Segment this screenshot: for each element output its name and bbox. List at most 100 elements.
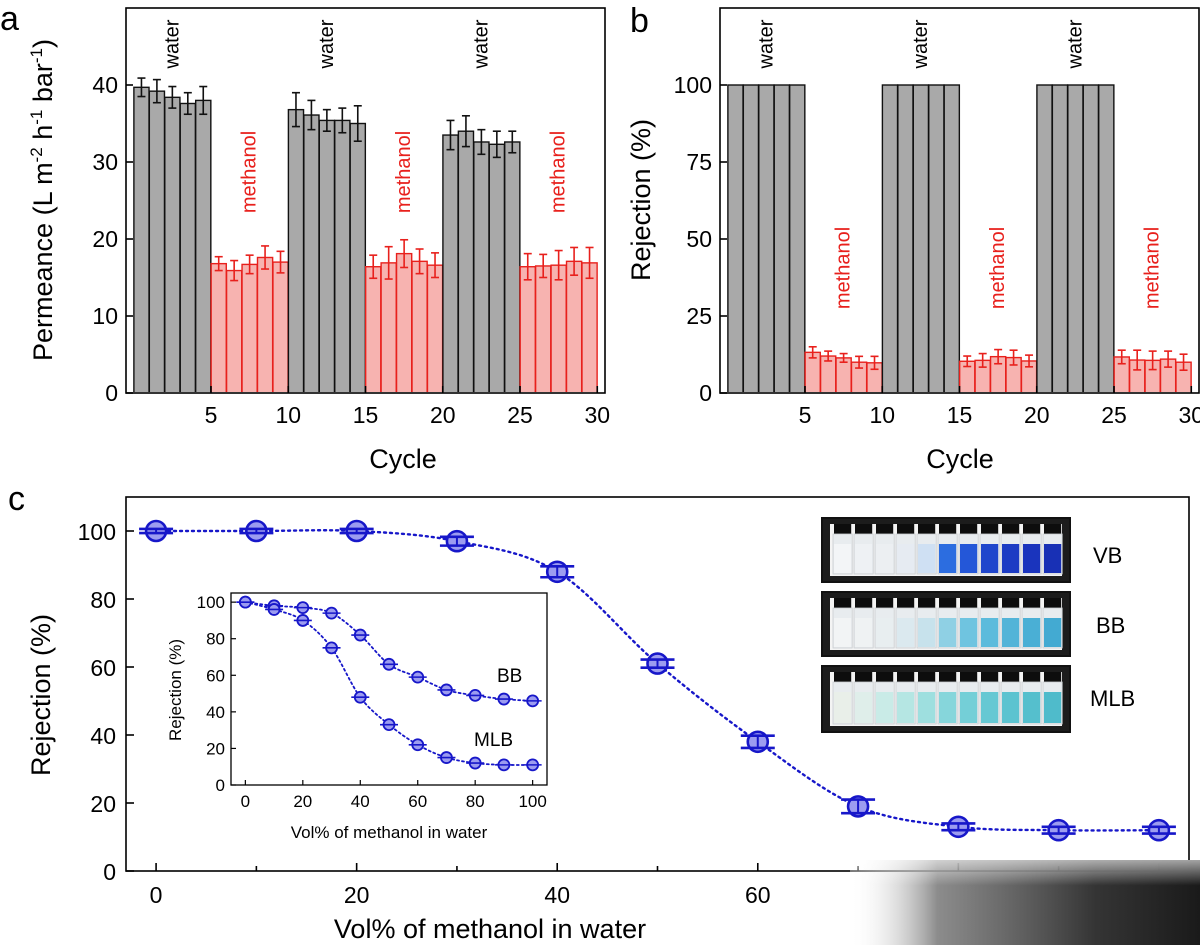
- vial-liquid-bb-6: [960, 618, 978, 647]
- bar-a-16: [364, 266, 382, 392]
- vial-liquid-mlb-4: [918, 692, 936, 723]
- bar-a-22: [457, 130, 475, 392]
- condition-label-b-0: water: [755, 19, 777, 69]
- vial-liquid-bb-4: [918, 618, 936, 647]
- panel-c-ylabel: Rejection (%): [26, 614, 56, 776]
- panel-a-condition-labels: water methanol water methanol water methanol: [161, 19, 569, 213]
- xtick-label-c-0: 0: [150, 882, 163, 908]
- vial-liquid-mlb-1: [855, 692, 873, 723]
- condition-label-b-3: methanol: [987, 227, 1009, 309]
- condition-label-b-2: water: [910, 19, 932, 69]
- bar-b-2: [742, 84, 760, 392]
- vial-photos: [821, 517, 1071, 733]
- image-shading-fade: [850, 860, 1200, 945]
- bar-a-12: [303, 114, 320, 392]
- inset-ytick-label-20: 20: [206, 739, 225, 758]
- inset-xtick-label-0: 0: [241, 792, 250, 811]
- panel-a-errorbars: [137, 77, 594, 282]
- ytick-label-a-20: 20: [92, 226, 118, 252]
- bar-a-21: [442, 134, 459, 392]
- bar-b-13: [912, 84, 930, 392]
- ytick-label-b-100: 100: [674, 72, 712, 98]
- inset-xtick-label-40: 40: [351, 792, 370, 811]
- panel-b-axes: 0 25 50 75 100 5 10 15 20 25 30: [674, 7, 1200, 428]
- ytick-label-b-50: 50: [686, 226, 712, 252]
- vial-cap-bb-3: [897, 598, 915, 608]
- ytick-label-b-75: 75: [686, 149, 712, 175]
- ytick-label-c-80: 80: [90, 587, 116, 613]
- bar-a-18: [395, 252, 413, 392]
- vial-liquid-vb-5: [939, 544, 957, 573]
- xtick-label-b-5: 5: [799, 402, 812, 428]
- condition-label-a-2: water: [316, 19, 338, 69]
- bar-a-20: [426, 264, 444, 392]
- vial-cap-bb-8: [1002, 598, 1020, 608]
- inset-xlabel: Vol% of methanol in water: [291, 823, 488, 842]
- vial-liquid-vb-2: [876, 544, 894, 573]
- bar-a-27: [534, 265, 552, 392]
- vial-cap-mlb-0: [834, 672, 852, 682]
- vial-cap-vb-4: [918, 524, 936, 534]
- inset-xtick-label-100: 100: [518, 792, 546, 811]
- vial-liquid-bb-7: [981, 618, 999, 647]
- bar-a-25: [504, 141, 521, 392]
- bar-a-8: [241, 263, 258, 392]
- xtick-label-a-25: 25: [507, 402, 533, 428]
- bar-a-29: [565, 260, 583, 392]
- bar-a-28: [550, 264, 567, 392]
- condition-label-b-5: methanol: [1142, 227, 1164, 309]
- xtick-label-b-25: 25: [1101, 402, 1127, 428]
- bar-a-5: [194, 99, 212, 392]
- xtick-label-b-20: 20: [1024, 402, 1050, 428]
- vial-liquid-mlb-10: [1044, 692, 1062, 723]
- inset-frame: [230, 592, 548, 786]
- xtick-label-b-30: 30: [1178, 402, 1200, 428]
- vial-liquid-bb-9: [1023, 618, 1041, 647]
- panel-a-bars: [133, 86, 598, 392]
- inset-axes: 0 20 40 60 80 100 0 20 40 60 80 100: [197, 592, 548, 811]
- inset-ytick-label-40: 40: [206, 703, 225, 722]
- vial-liquid-vb-6: [960, 544, 978, 573]
- condition-label-a-5: methanol: [548, 131, 570, 213]
- xtick-label-c-40: 40: [544, 882, 570, 908]
- vial-liquid-bb-0: [834, 618, 852, 647]
- vial-cap-vb-10: [1044, 524, 1062, 534]
- xtick-label-a-5: 5: [205, 402, 218, 428]
- bar-a-23: [473, 141, 490, 392]
- panel-b-ylabel: Rejection (%): [626, 119, 656, 281]
- inset-xtick-label-20: 20: [293, 792, 312, 811]
- vial-cap-vb-6: [960, 524, 978, 534]
- photo-label-bb: BB: [1096, 613, 1125, 638]
- bar-a-9: [256, 256, 274, 392]
- ytick-label-a-30: 30: [92, 149, 118, 175]
- vial-liquid-mlb-3: [897, 692, 915, 723]
- panel-c-axes: 0 20 40 60 80 100 0 20 40 60: [78, 496, 1190, 908]
- bar-a-24: [488, 143, 506, 392]
- vial-cap-mlb-9: [1023, 672, 1041, 682]
- ytick-label-a-0: 0: [105, 380, 118, 406]
- bar-b-14: [928, 84, 945, 392]
- vial-cap-bb-1: [855, 598, 873, 608]
- ytick-label-c-60: 60: [90, 655, 116, 681]
- bar-a-4: [179, 102, 197, 392]
- bar-b-3: [758, 84, 775, 392]
- vial-liquid-bb-1: [855, 618, 873, 647]
- vial-liquid-mlb-8: [1002, 692, 1020, 723]
- vial-cap-mlb-8: [1002, 672, 1020, 682]
- photo-label-vb: VB: [1093, 543, 1122, 568]
- vial-liquid-bb-3: [897, 618, 915, 647]
- bar-a-14: [334, 119, 351, 392]
- ytick-label-c-40: 40: [90, 723, 116, 749]
- vial-cap-vb-1: [855, 524, 873, 534]
- vial-cap-mlb-2: [876, 672, 894, 682]
- vial-liquid-mlb-5: [939, 692, 957, 723]
- vial-cap-mlb-3: [897, 672, 915, 682]
- vial-cap-mlb-5: [939, 672, 957, 682]
- bar-b-8: [835, 357, 852, 392]
- vial-cap-bb-10: [1044, 598, 1062, 608]
- inset-xtick-label-80: 80: [466, 792, 485, 811]
- panel-c-xlabel: Vol% of methanol in water: [334, 914, 646, 944]
- vial-liquid-vb-4: [918, 544, 936, 573]
- condition-label-b-1: methanol: [833, 227, 855, 309]
